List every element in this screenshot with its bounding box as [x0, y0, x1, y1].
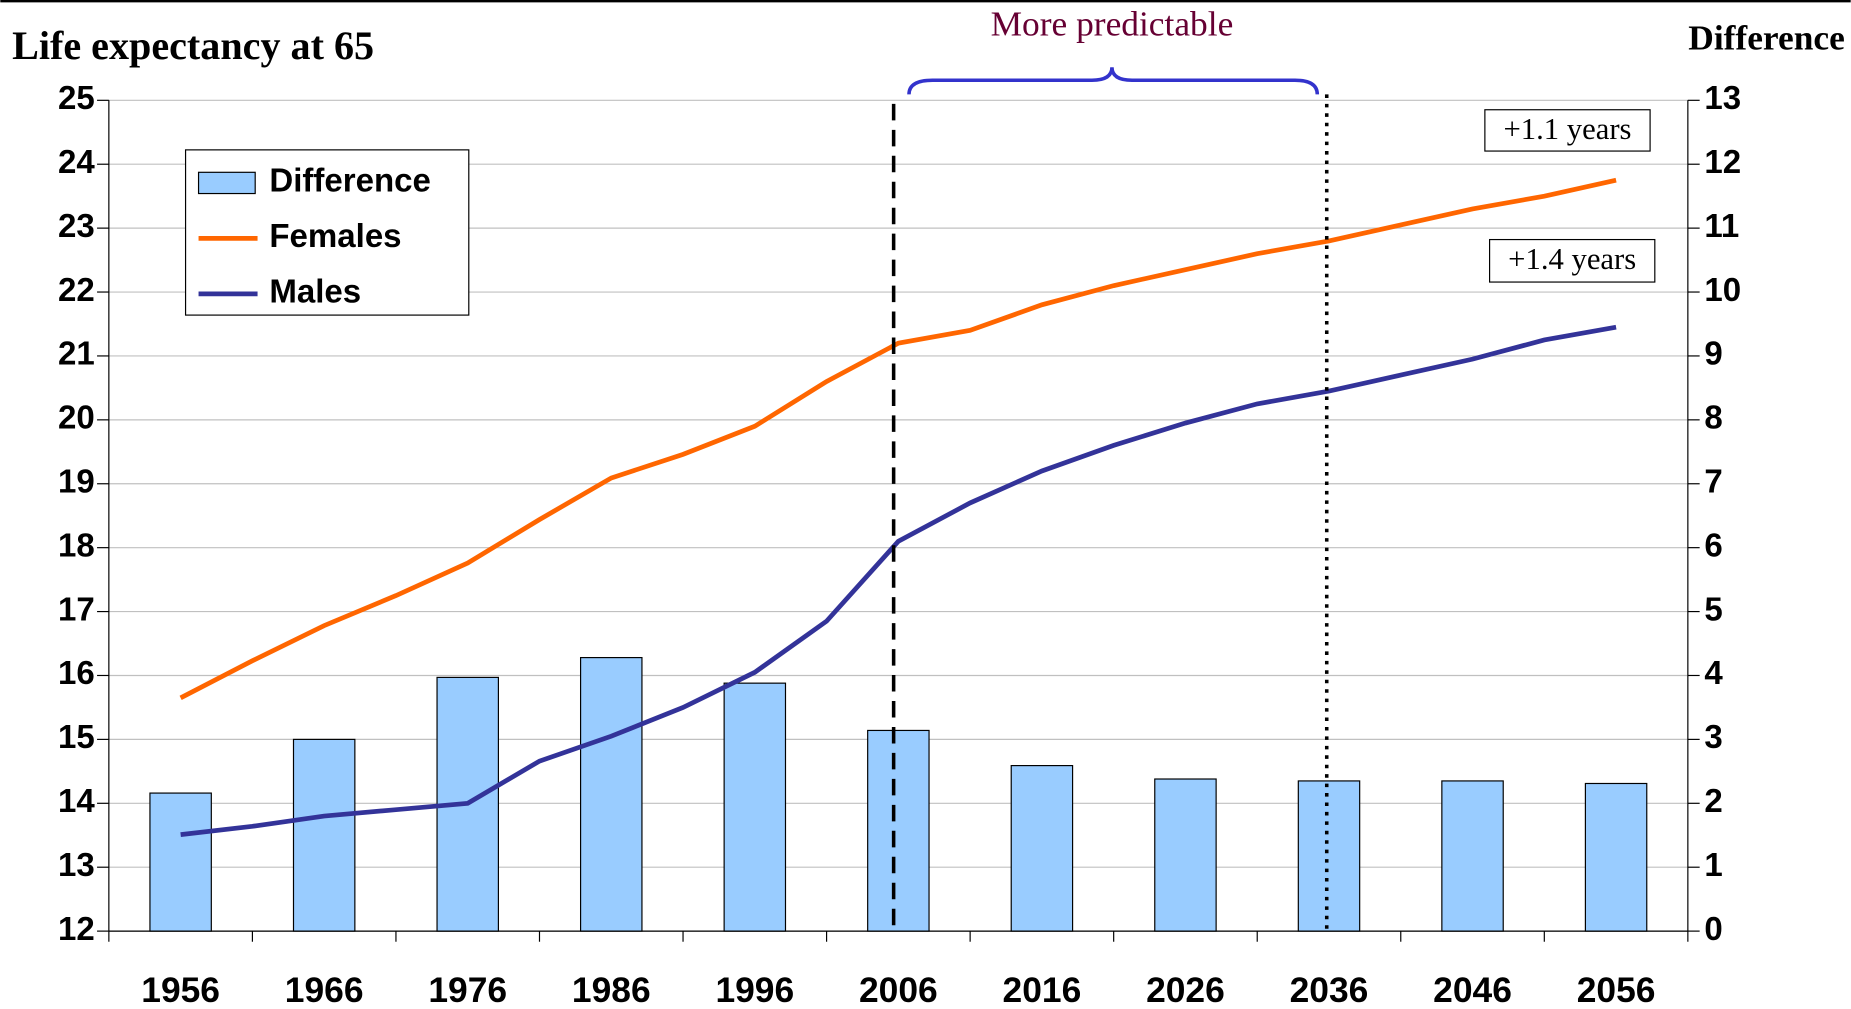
x-tick-label: 2016 — [1003, 970, 1082, 1009]
y2-tick-label: 9 — [1704, 336, 1722, 373]
x-tick-label: 1956 — [141, 970, 220, 1009]
y2-tick-label: 8 — [1704, 400, 1722, 437]
y2-tick-label: 2 — [1704, 783, 1722, 820]
y2-tick-label: 1 — [1704, 847, 1722, 884]
x-tick-label: 1966 — [285, 970, 364, 1009]
bar — [1584, 782, 1648, 932]
bar — [1154, 778, 1217, 932]
y2-tick-label: 6 — [1704, 527, 1722, 564]
y-tick-label: 14 — [58, 783, 95, 820]
annotation: +1.1 years — [1503, 112, 1631, 146]
bar — [579, 656, 643, 932]
y-tick-label: 23 — [58, 208, 95, 245]
legend-label: Males — [269, 274, 361, 311]
y-tick-label: 17 — [58, 591, 95, 628]
bar — [1297, 780, 1361, 932]
x-tick-label: 2046 — [1433, 970, 1512, 1009]
y-tick-label: 19 — [58, 463, 95, 500]
y-tick-label: 24 — [58, 144, 95, 181]
y2-tick-label: 5 — [1704, 591, 1722, 628]
y2-tick-label: 12 — [1704, 144, 1741, 181]
legend-swatch — [197, 171, 256, 195]
y-tick-label: 12 — [58, 911, 95, 948]
y2-tick-label: 3 — [1704, 719, 1722, 756]
x-tick-label: 2056 — [1577, 970, 1656, 1009]
x-tick-label: 1996 — [715, 970, 794, 1009]
x-tick-label: 2006 — [859, 970, 938, 1009]
legend-label: Females — [269, 218, 401, 255]
y-axis-label: Life expectancy at 65 — [12, 23, 374, 68]
y2-tick-label: 10 — [1704, 272, 1741, 309]
y-tick-label: 18 — [58, 527, 95, 564]
y2-tick-label: 13 — [1704, 80, 1741, 117]
annotation: +1.4 years — [1508, 242, 1636, 276]
annotation-box — [1484, 109, 1651, 152]
bar — [292, 738, 356, 932]
annotation: More predictable — [991, 3, 1234, 43]
y2-tick-label: 4 — [1704, 655, 1723, 692]
legend-label: Difference — [269, 163, 431, 200]
x-tick-label: 2026 — [1146, 970, 1225, 1009]
bar — [867, 729, 930, 932]
y-tick-label: 16 — [58, 655, 95, 692]
x-tick-label: 2036 — [1290, 970, 1369, 1009]
bar — [723, 682, 787, 932]
y-tick-label: 20 — [58, 400, 95, 437]
legend: Difference Females Males — [184, 149, 470, 316]
y2-tick-label: 0 — [1704, 911, 1722, 948]
x-tick-label: 1986 — [572, 970, 651, 1009]
bar — [1441, 780, 1504, 932]
y2-tick-label: 11 — [1704, 208, 1739, 245]
y-tick-label: 21 — [58, 336, 95, 373]
x-tick-label: 1976 — [428, 970, 507, 1009]
overlay — [891, 94, 1329, 932]
y-tick-label: 13 — [58, 847, 95, 884]
brace — [907, 67, 1320, 95]
y-tick-label: 15 — [58, 719, 95, 756]
annotation-box — [1489, 238, 1656, 283]
line — [180, 324, 1617, 837]
plot-area: 1213141516171819202122232425012345678910… — [58, 80, 1741, 1009]
line — [179, 177, 1617, 700]
y2-axis-label: Difference — [1688, 17, 1845, 57]
bar — [149, 792, 212, 932]
y-tick-label: 25 — [58, 80, 95, 117]
y-tick-label: 22 — [58, 272, 95, 309]
y2-tick-label: 7 — [1704, 463, 1722, 500]
bar — [1010, 765, 1074, 932]
